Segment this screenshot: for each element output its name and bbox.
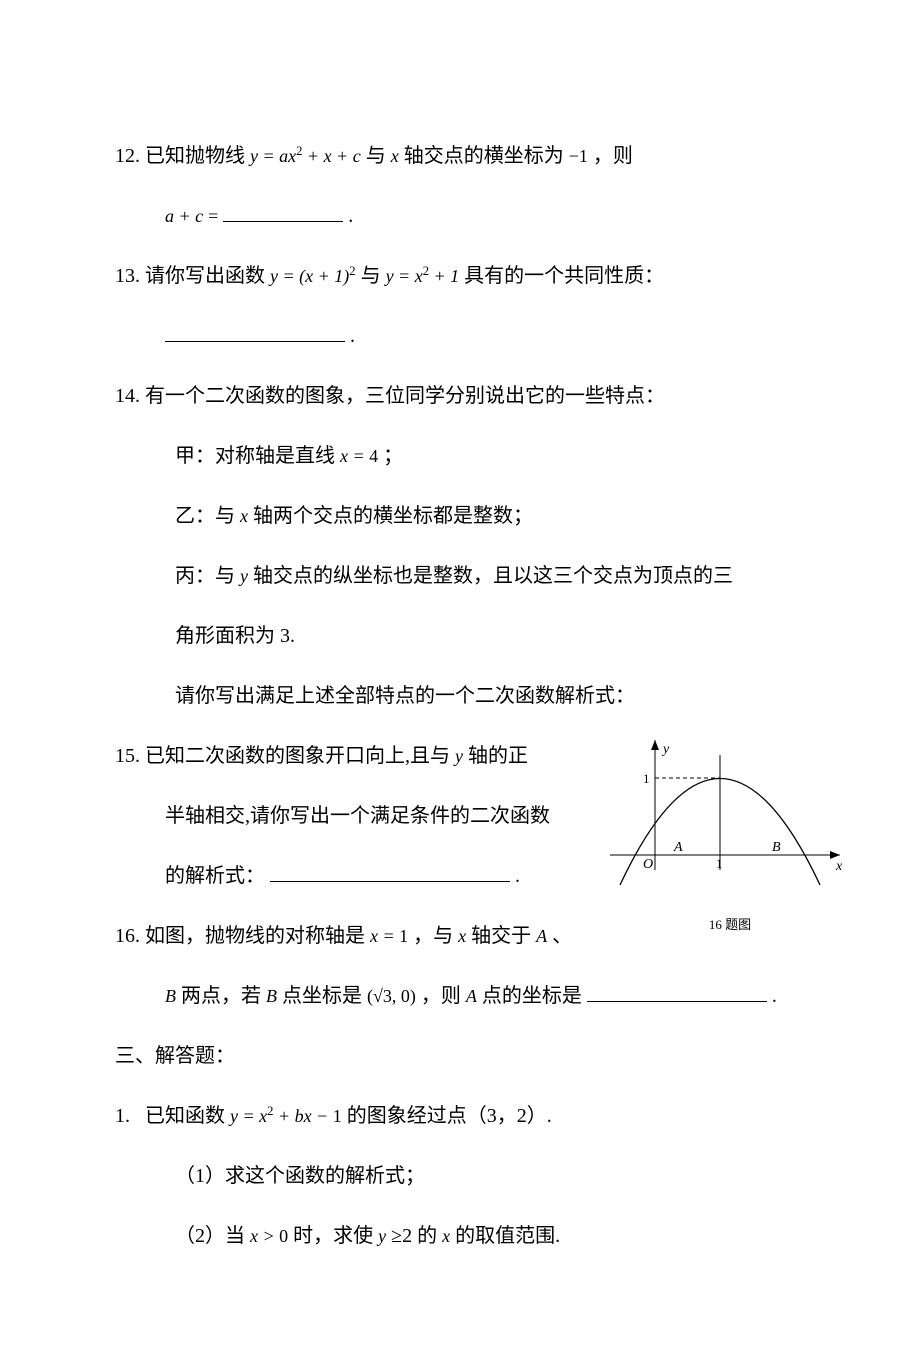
problem-15-yvar: y	[455, 746, 463, 766]
problem-16-text-d: 、	[552, 925, 572, 947]
problem-13-line2: .	[115, 310, 810, 362]
question-1-number: 1.	[115, 1105, 130, 1127]
problem-15-16-block: y x O 1 1 A B 16 题图 15. 已知二次函数的图象开口向上,且与…	[115, 730, 810, 1022]
svg-text:B: B	[772, 840, 781, 855]
question-1-eq: y = x2 + bx − 1	[230, 1106, 342, 1126]
page-content: 12. 已知抛物线 y = ax2 + x + c 与 x 轴交点的横坐标为 −…	[0, 0, 920, 1370]
problem-15-number: 15.	[115, 745, 140, 767]
question-1-sub2: （2）当 x > 0 时，求使 y ≥2 的 x 的取值范围.	[115, 1210, 810, 1262]
question-1-sub2-x: x	[442, 1226, 450, 1246]
problem-14-line2-a: 乙：与	[175, 505, 235, 527]
problem-16-line2-a: B	[165, 986, 176, 1006]
problem-12-text-d: ，则	[593, 145, 633, 167]
problem-15-blank	[270, 861, 510, 882]
problem-16-blank	[587, 981, 767, 1002]
problem-12-val: −1	[569, 146, 588, 166]
problem-14-number: 14.	[115, 385, 140, 407]
problem-15-line3-text: 的解析式：	[165, 865, 265, 887]
question-1-sub2-eq: x > 0	[250, 1226, 288, 1246]
svg-text:O: O	[643, 857, 653, 872]
problem-14-line2-x: x	[240, 506, 248, 526]
problem-16-coord: (√3, 0)	[367, 986, 416, 1006]
problem-13-text-b: 与	[361, 265, 381, 287]
question-1-sub2-a: （2）当	[175, 1225, 245, 1247]
problem-13-period: .	[350, 325, 355, 347]
problem-16-eq1: x = 1	[370, 926, 408, 946]
problem-14-line1: 甲：对称轴是直线 x = 4 ；	[115, 430, 810, 482]
problem-16-text-a: 如图，抛物线的对称轴是	[145, 925, 365, 947]
question-1-sub1-text: （1）求这个函数的解析式；	[175, 1165, 425, 1187]
problem-13-text-c: 具有的一个共同性质：	[464, 265, 664, 287]
problem-12-period: .	[348, 205, 353, 227]
problem-12: 12. 已知抛物线 y = ax2 + x + c 与 x 轴交点的横坐标为 −…	[115, 130, 810, 182]
problem-16-number: 16.	[115, 925, 140, 947]
problem-14-line1-b: ；	[383, 445, 403, 467]
problem-16-line2-f: A	[466, 986, 477, 1006]
problem-12-eq: y = ax2 + x + c	[250, 146, 361, 166]
section-3-title: 三、解答题：	[115, 1045, 235, 1067]
problem-12-line2: a + c = .	[115, 190, 810, 242]
svg-text:1: 1	[716, 856, 723, 871]
question-1-sub2-b: 时，求使	[293, 1225, 373, 1247]
problem-16-period: .	[772, 985, 777, 1007]
svg-text:A: A	[673, 840, 683, 855]
problem-12-text-a: 已知抛物线	[145, 145, 245, 167]
problem-14-line4-text: 请你写出满足上述全部特点的一个二次函数解析式：	[175, 685, 635, 707]
problem-16-text-c: 轴交于	[471, 925, 531, 947]
problem-13-blank	[165, 321, 345, 342]
problem-14-line3c: 角形面积为 3.	[115, 610, 810, 662]
problem-12-text-c: 轴交点的横坐标为	[404, 145, 564, 167]
svg-text:x: x	[835, 859, 843, 874]
problem-15-text-b: 轴的正	[468, 745, 528, 767]
problem-13: 13. 请你写出函数 y = (x + 1)2 与 y = x2 + 1 具有的…	[115, 250, 810, 302]
problem-16-line2-b: 两点，若	[181, 985, 261, 1007]
question-1-text-a: 已知函数	[145, 1105, 225, 1127]
problem-16-line2-d: 点坐标是	[282, 985, 362, 1007]
question-1-sub1: （1）求这个函数的解析式；	[115, 1150, 810, 1202]
problem-13-eq2: y = x2 + 1	[386, 266, 460, 286]
problem-14-line2: 乙：与 x 轴两个交点的横坐标都是整数；	[115, 490, 810, 542]
problem-14-line3-a: 丙：与	[175, 565, 235, 587]
problem-16-line2-g: 点的坐标是	[482, 985, 582, 1007]
problem-15-period: .	[515, 865, 520, 887]
problem-14-line3: 丙：与 y 轴交点的纵坐标也是整数，且以这三个交点为顶点的三	[115, 550, 810, 602]
problem-12-text-b: 与	[366, 145, 386, 167]
problem-16-line2-e: ，则	[421, 985, 461, 1007]
problem-12-xvar: x	[391, 146, 399, 166]
problem-13-number: 13.	[115, 265, 140, 287]
problem-12-number: 12.	[115, 145, 140, 167]
problem-16-line2-c: B	[266, 986, 277, 1006]
problem-16-text-b: ，与	[413, 925, 453, 947]
problem-13-text-a: 请你写出函数	[145, 265, 265, 287]
problem-15-text-a: 已知二次函数的图象开口向上,且与	[145, 745, 450, 767]
problem-14-line1-eq: x = 4	[340, 446, 378, 466]
problem-14: 14. 有一个二次函数的图象，三位同学分别说出它的一些特点：	[115, 370, 810, 422]
problem-12-blank	[223, 201, 343, 222]
question-1: 1. 已知函数 y = x2 + bx − 1 的图象经过点（3，2）.	[115, 1090, 810, 1142]
problem-16: 16. 如图，抛物线的对称轴是 x = 1 ，与 x 轴交于 A 、	[115, 910, 810, 962]
problem-16-line2: B 两点，若 B 点坐标是 (√3, 0) ，则 A 点的坐标是 .	[115, 970, 810, 1022]
problem-14-line3-y: y	[240, 566, 248, 586]
problem-14-line3-c: 角形面积为 3.	[175, 625, 295, 647]
problem-16-xvar: x	[458, 926, 466, 946]
question-1-text-b: 的图象经过点（3，2）.	[347, 1105, 552, 1127]
problem-12-eq2b: =	[208, 206, 218, 226]
problem-13-eq1: y = (x + 1)2	[270, 266, 356, 286]
problem-12-eq2a: a + c	[165, 206, 203, 226]
problem-14-line3-b: 轴交点的纵坐标也是整数，且以这三个交点为顶点的三	[253, 565, 733, 587]
question-1-sub2-y: y	[378, 1226, 386, 1246]
question-1-sub2-d: 的取值范围.	[455, 1225, 560, 1247]
problem-15: 15. 已知二次函数的图象开口向上,且与 y 轴的正	[115, 730, 810, 782]
problem-14-line2-b: 轴两个交点的横坐标都是整数；	[253, 505, 533, 527]
problem-14-text-a: 有一个二次函数的图象，三位同学分别说出它的一些特点：	[145, 385, 665, 407]
problem-14-line1-a: 甲：对称轴是直线	[175, 445, 335, 467]
problem-16-Avar: A	[536, 926, 547, 946]
problem-15-line2-text: 半轴相交,请你写出一个满足条件的二次函数	[165, 805, 550, 827]
question-1-sub2-c: ≥2 的	[391, 1225, 437, 1247]
section-3-header: 三、解答题：	[115, 1030, 810, 1082]
q1-sp0	[135, 1105, 140, 1127]
problem-14-line4: 请你写出满足上述全部特点的一个二次函数解析式：	[115, 670, 810, 722]
